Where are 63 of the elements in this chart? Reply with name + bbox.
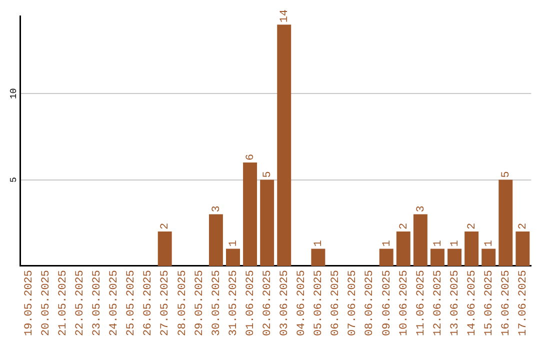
x-tick-label: 03.06.2025 [279,270,292,336]
bar [277,24,292,266]
x-tick-label: 16.06.2025 [500,270,513,336]
bar [516,232,530,266]
x-tick-label: 22.05.2025 [74,270,87,336]
x-tick-label: 06.06.2025 [330,270,342,336]
x-tick-label: 28.05.2025 [176,270,189,336]
bar [158,232,172,266]
bar [226,248,240,266]
bar [464,232,479,266]
bar [243,162,258,266]
bar [379,248,394,266]
bar [448,248,462,266]
data-label: 2 [466,222,478,230]
x-tick-label: 17.06.2025 [518,270,530,336]
data-label: 2 [518,222,530,230]
x-tick-label: 14.06.2025 [466,270,478,336]
bar [498,180,513,266]
data-label: 1 [313,240,326,247]
x-tick-label: 12.06.2025 [432,270,444,336]
x-tick-label: 07.06.2025 [347,270,360,336]
y-tick-label: 10 [8,88,19,99]
data-label: 1 [381,240,394,247]
data-label: 2 [398,222,410,230]
bar [260,180,274,266]
x-tick-label: 05.06.2025 [313,270,326,336]
x-tick-label: 08.06.2025 [364,270,376,336]
x-tick-label: 30.05.2025 [210,270,223,336]
x-tick-label: 25.05.2025 [126,270,138,336]
x-tick-label: 15.06.2025 [483,270,496,336]
data-label: 6 [244,154,257,161]
bar [208,214,223,266]
x-tick-label: 20.05.2025 [40,270,52,336]
x-tick-label: 13.06.2025 [449,270,462,336]
x-tick-label: 31.05.2025 [228,270,240,336]
data-label: 5 [262,171,274,178]
data-label: 1 [449,240,462,247]
data-label: 14 [279,9,292,23]
x-tick-label: 11.06.2025 [415,270,428,336]
data-label: 1 [432,240,444,247]
bar [430,248,444,266]
x-tick-label: 09.06.2025 [381,270,394,336]
data-label: 2 [160,222,172,230]
x-tick-label: 29.05.2025 [194,270,206,336]
data-label: 5 [500,171,513,178]
data-label: 3 [210,206,223,212]
x-tick-label: 04.06.2025 [296,270,308,336]
x-tick-label: 24.05.2025 [108,270,121,336]
data-label: 1 [228,240,240,247]
x-tick-label: 26.05.2025 [142,270,155,336]
x-tick-label: 10.06.2025 [398,270,410,336]
data-label: 3 [415,206,428,212]
bar [413,214,428,266]
bar [482,248,496,266]
x-tick-label: 21.05.2025 [58,270,70,336]
bar [311,248,326,266]
x-tick-label: 01.06.2025 [244,270,257,336]
data-label: 1 [483,240,496,247]
x-tick-label: 27.05.2025 [160,270,172,336]
bar [396,232,410,266]
x-tick-label: 19.05.2025 [23,270,36,336]
x-tick-label: 02.06.2025 [262,270,274,336]
x-tick-label: 23.05.2025 [92,270,104,336]
